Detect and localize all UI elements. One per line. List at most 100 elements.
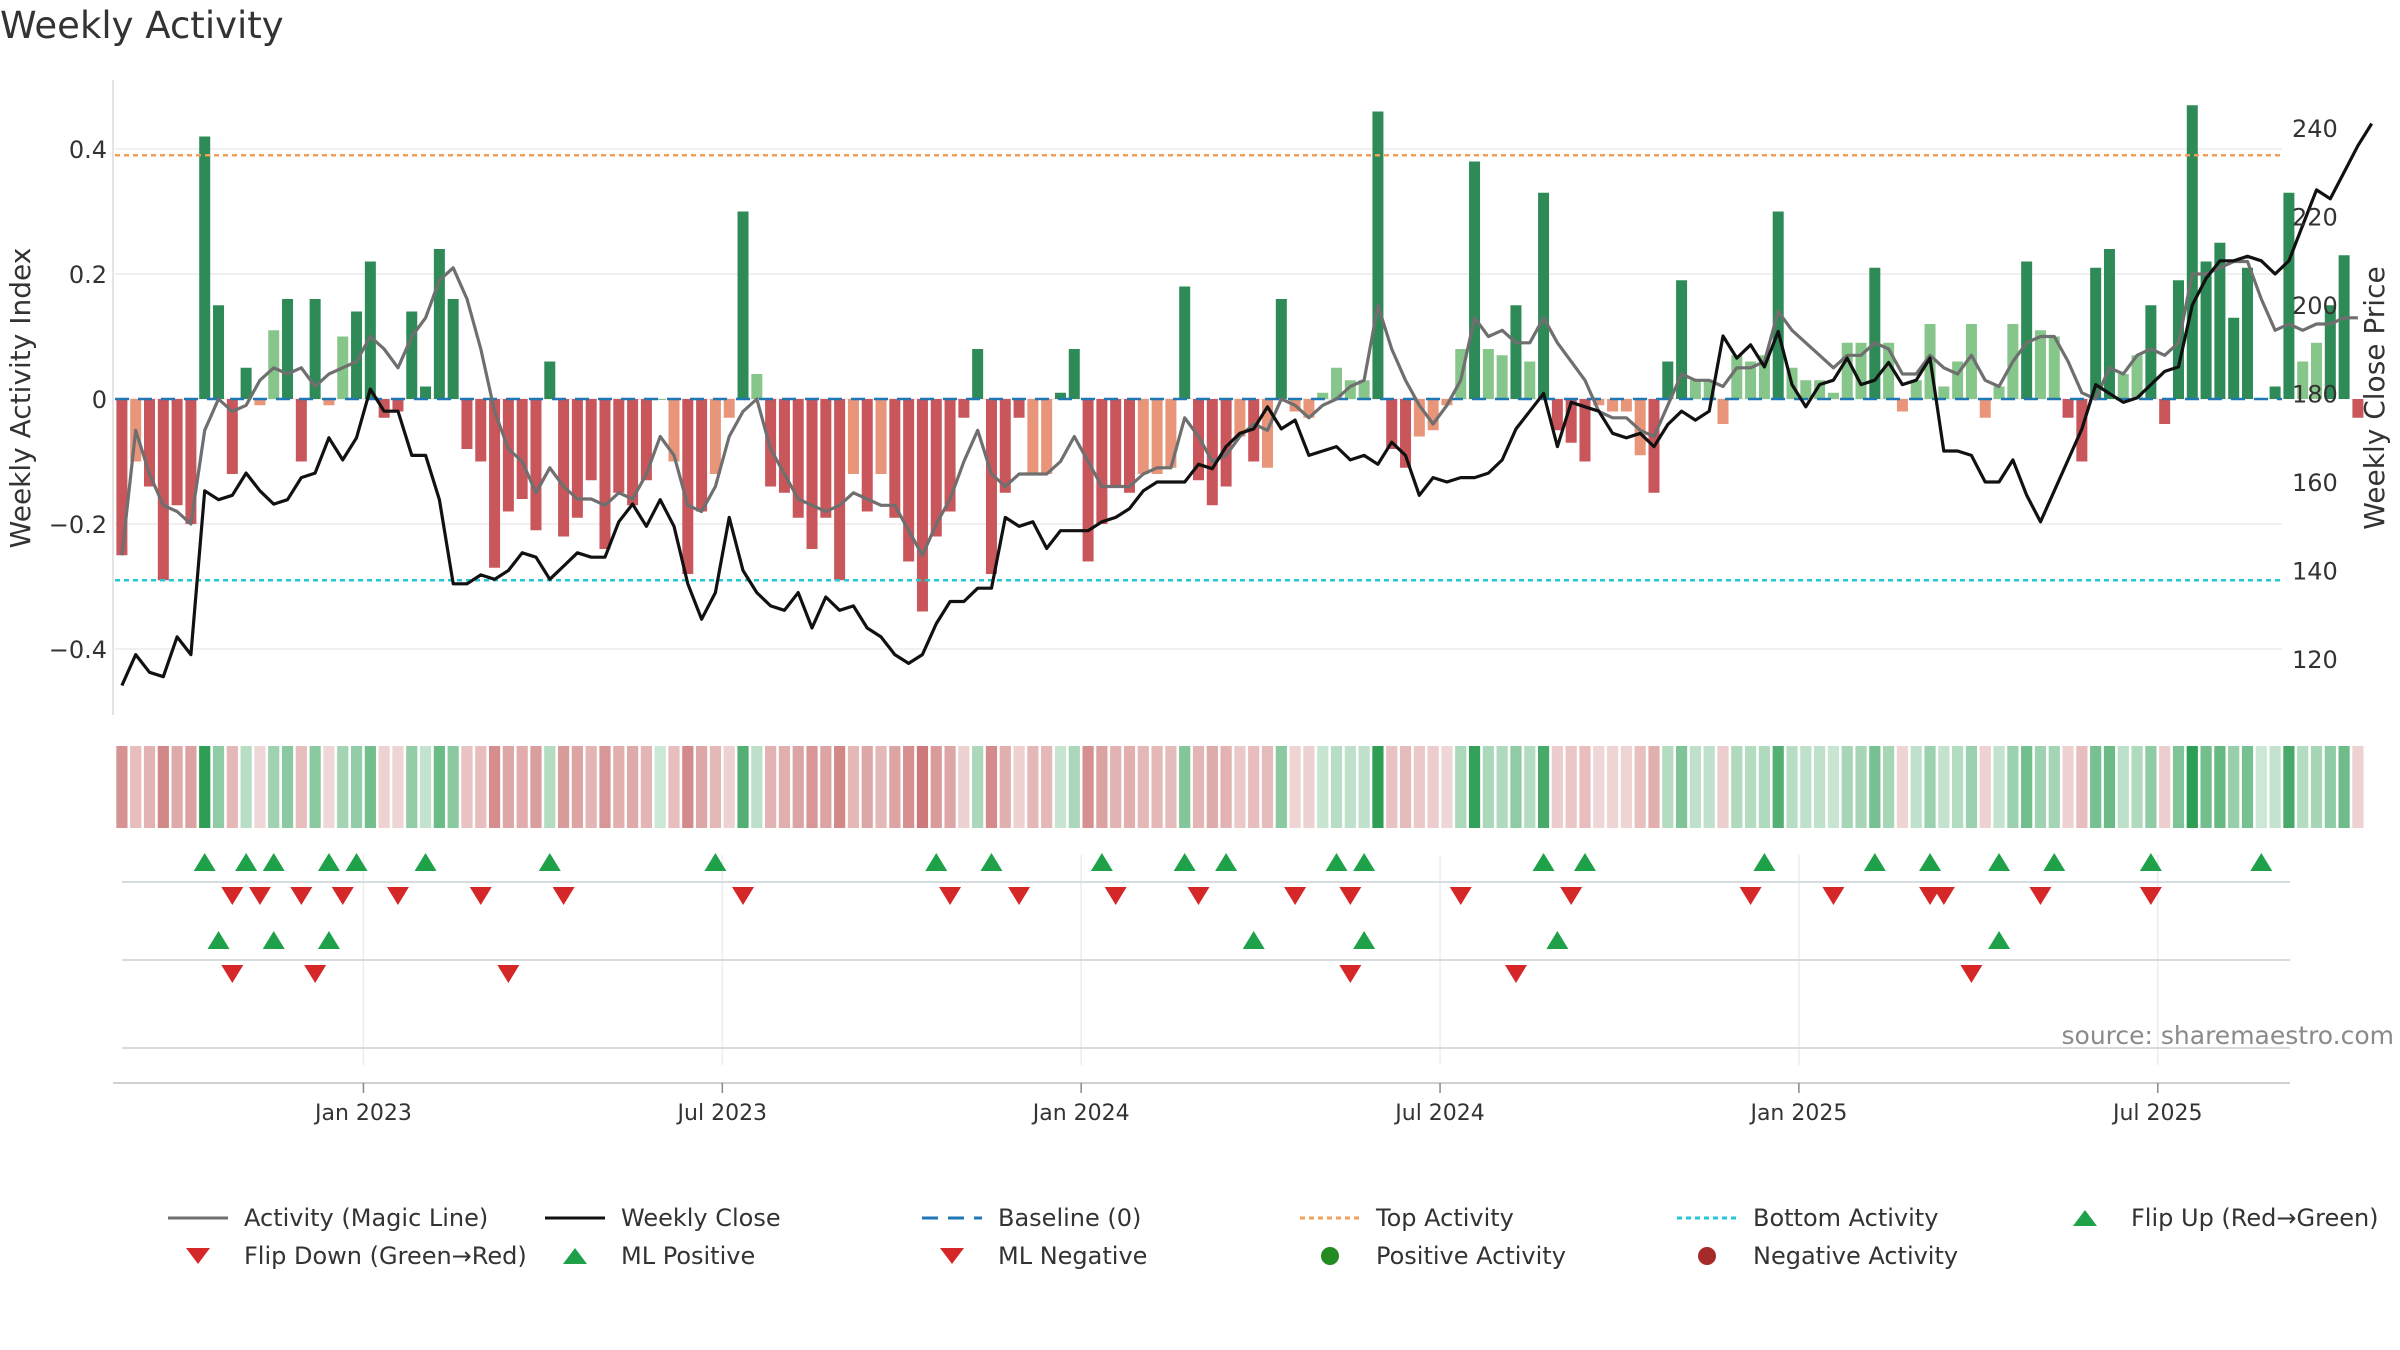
strip-cell — [737, 746, 749, 828]
activity-bar — [2062, 399, 2074, 418]
right-tick-label: 160 — [2292, 469, 2338, 497]
activity-bar — [1841, 342, 1853, 399]
activity-bar — [1427, 399, 1439, 431]
activity-bar — [254, 399, 266, 406]
activity-bar — [1510, 305, 1522, 399]
legend-item-baseline: Baseline (0) — [922, 1204, 1141, 1232]
activity-bar — [502, 399, 514, 512]
black-line-icon — [545, 1216, 605, 1220]
strip-cell — [1883, 746, 1895, 828]
strip-cell — [226, 746, 238, 828]
activity-bar — [944, 399, 956, 512]
strip-cell — [792, 746, 804, 828]
strip-cell — [1455, 746, 1467, 828]
strip-cell — [2228, 746, 2240, 828]
activity-bar — [1054, 392, 1066, 399]
strip-cell — [1358, 746, 1370, 828]
strip-cell — [1399, 746, 1412, 828]
activity-bar — [1469, 161, 1481, 399]
strip-cell — [185, 746, 197, 828]
activity-bar — [433, 249, 445, 399]
activity-bar — [1123, 399, 1135, 493]
activity-bar — [1662, 361, 1674, 399]
strip-cell — [544, 746, 556, 828]
strip-cell — [337, 746, 349, 828]
left-tick-label: 0.4 — [69, 136, 107, 164]
activity-bar — [2214, 242, 2226, 399]
strip-cell — [1731, 746, 1743, 828]
ml-positive-marker — [207, 931, 230, 949]
activity-bar — [1206, 399, 1218, 506]
activity-bar — [1372, 111, 1384, 399]
strip-cell — [378, 746, 390, 828]
strip-cell — [1786, 746, 1798, 828]
x-tick-label: Jan 2025 — [1748, 1101, 1847, 1126]
strip-cell — [2338, 746, 2350, 828]
activity-strip — [116, 746, 2364, 828]
strip-cell — [406, 746, 418, 828]
activity-bar — [1262, 399, 1274, 468]
activity-bar — [475, 399, 487, 462]
strip-cell — [585, 746, 597, 828]
ml-negative-marker — [1960, 965, 1983, 983]
activity-bar — [558, 399, 570, 537]
strip-cell — [1468, 746, 1481, 828]
activity-bar — [820, 399, 832, 518]
strip-cell — [1910, 746, 1922, 828]
strip-cell — [1855, 746, 1867, 828]
strip-cell — [1965, 746, 1978, 828]
strip-cell — [903, 746, 915, 828]
strip-cell — [1551, 746, 1563, 828]
activity-bar — [585, 399, 597, 481]
activity-bar — [1745, 361, 1757, 399]
circle-icon — [1698, 1247, 1716, 1265]
ml-positive-marker — [1546, 931, 1569, 949]
flip-up-marker — [1919, 853, 1942, 871]
activity-bar — [806, 399, 818, 549]
activity-bar — [1551, 399, 1563, 431]
activity-bar — [1358, 380, 1370, 399]
activity-bar — [875, 399, 887, 474]
strip-cell — [143, 746, 156, 828]
triangle-up-icon — [563, 1248, 587, 1264]
activity-bar — [1137, 399, 1149, 474]
strip-cell — [488, 746, 501, 828]
activity-bar — [351, 311, 363, 399]
strip-cell — [972, 746, 984, 828]
strip-cell — [1123, 746, 1136, 828]
strip-cell — [1068, 746, 1080, 828]
activity-bar — [1910, 380, 1922, 399]
activity-bar — [323, 399, 335, 406]
x-tick-label: Jan 2024 — [1031, 1101, 1130, 1126]
strip-cell — [1675, 746, 1688, 828]
strip-cell — [1289, 746, 1301, 828]
left-tick-label: −0.4 — [49, 636, 107, 664]
strip-cell — [1745, 746, 1757, 828]
flip-up-marker — [414, 853, 437, 871]
strip-cell — [1041, 746, 1053, 828]
strip-cell — [2269, 746, 2281, 828]
strip-cell — [2062, 746, 2074, 828]
activity-bar — [1620, 399, 1632, 412]
legend-label: Top Activity — [1376, 1204, 1514, 1232]
activity-bar — [1400, 399, 1412, 468]
flip-down-marker — [552, 887, 575, 905]
flip-up-marker — [345, 853, 368, 871]
activity-bar — [668, 399, 680, 462]
strip-cell — [350, 746, 363, 828]
activity-bar — [999, 399, 1011, 493]
strip-cell — [1275, 746, 1287, 828]
strip-cell — [668, 746, 680, 828]
flip-down-marker — [1449, 887, 1472, 905]
activity-bar — [1413, 399, 1425, 437]
activity-bar — [709, 399, 721, 474]
strip-cell — [696, 746, 708, 828]
activity-bar — [1607, 399, 1619, 412]
flip-up-marker — [1173, 853, 1196, 871]
activity-bar — [2352, 399, 2364, 418]
flip-up-marker — [925, 853, 948, 871]
strip-cell — [2076, 746, 2088, 828]
activity-bar — [420, 386, 432, 399]
flip-down-marker — [1822, 887, 1845, 905]
strip-cell — [1192, 746, 1205, 828]
